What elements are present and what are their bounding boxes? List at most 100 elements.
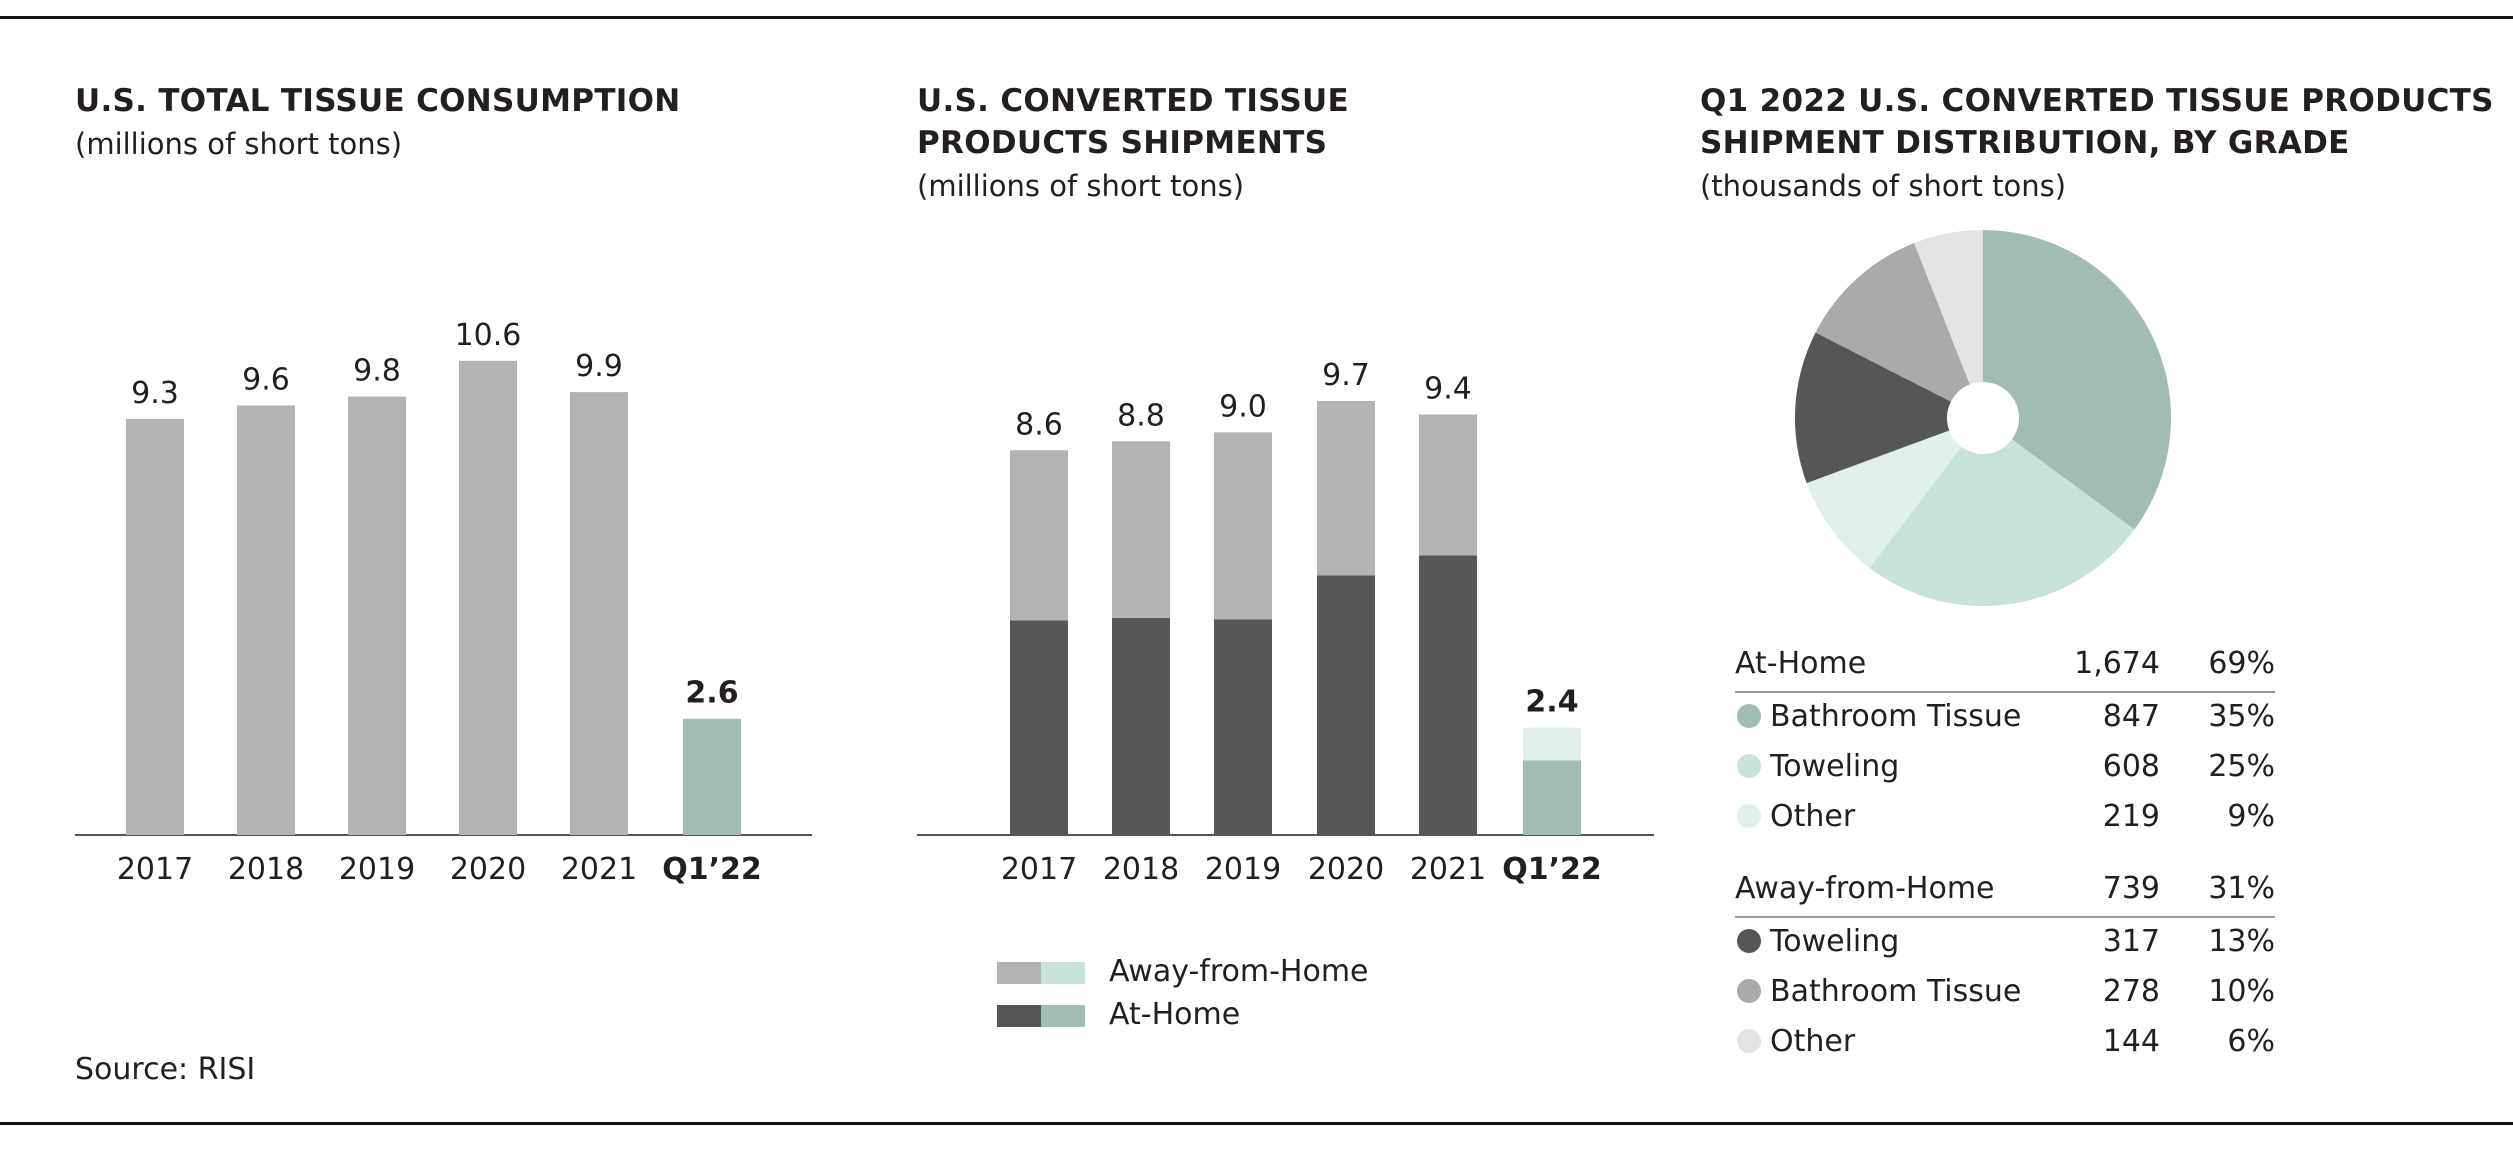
row-percent: 10% <box>2208 973 2275 1009</box>
source-note: Source: RISI <box>75 1052 256 1087</box>
chart2-bar-away-from-home <box>1317 401 1375 576</box>
legend-swatch-athome-teal <box>1041 1005 1085 1027</box>
chart2-bar-at-home <box>1317 575 1375 835</box>
chart2-bar-at-home <box>1010 620 1068 835</box>
group-percent: 31% <box>2208 870 2275 906</box>
row-label: Other <box>1770 1023 1856 1059</box>
legend-swatch-away-teal <box>1041 962 1085 984</box>
row-percent: 13% <box>2208 923 2275 959</box>
table-row: Bathroom Tissue 847 35% <box>1735 696 2275 736</box>
legend-dot <box>1737 1029 1761 1053</box>
chart1-x-tick-label: Q1’22 <box>662 852 762 887</box>
chart1-bar <box>570 392 628 835</box>
table-divider <box>1735 691 2275 693</box>
chart3-title: Q1 2022 U.S. CONVERTED TISSUE PRODUCTS S… <box>1700 80 2494 164</box>
legend-label-at-home: At-Home <box>1109 997 1240 1032</box>
legend-dot <box>1737 804 1761 828</box>
pie-slice <box>1914 230 1983 385</box>
chart1-x-tick-label: 2020 <box>450 852 526 887</box>
chart2-total-label: 8.6 <box>1015 407 1063 442</box>
group-label: Away-from-Home <box>1735 870 1995 906</box>
chart2-title: U.S. CONVERTED TISSUE PRODUCTS SHIPMENTS <box>917 80 1349 164</box>
pie-slice <box>1869 439 2135 606</box>
row-percent: 35% <box>2208 698 2275 734</box>
row-value: 219 <box>2102 798 2160 834</box>
chart2-x-tick-label: 2019 <box>1205 852 1281 887</box>
chart2-bar-at-home <box>1112 618 1170 835</box>
table-row: Toweling 317 13% <box>1735 921 2275 961</box>
row-value: 608 <box>2102 748 2160 784</box>
group-label: At-Home <box>1735 645 1867 681</box>
table-row: Toweling 608 25% <box>1735 746 2275 786</box>
row-label: Bathroom Tissue <box>1770 698 2022 734</box>
chart3-subtitle: (thousands of short tons) <box>1700 169 2067 203</box>
legend-dot <box>1737 754 1761 778</box>
row-label: Bathroom Tissue <box>1770 973 2022 1009</box>
chart2-bar-away-from-home <box>1010 450 1068 621</box>
chart1-x-tick-label: 2017 <box>117 852 193 887</box>
chart1-bar <box>683 718 741 835</box>
chart1-data-label: 2.6 <box>685 676 738 711</box>
bottom-rule <box>0 1122 2513 1125</box>
pie-slice <box>1983 230 2171 530</box>
chart1-bar <box>126 418 184 835</box>
chart2-x-tick-label: 2017 <box>1001 852 1077 887</box>
chart2-title-line-2: PRODUCTS SHIPMENTS <box>917 125 1328 161</box>
chart3-title-line-1: Q1 2022 U.S. CONVERTED TISSUE PRODUCTS <box>1700 83 2494 119</box>
chart2-total-label: 2.4 <box>1525 685 1578 720</box>
legend-dot <box>1737 929 1761 953</box>
table-group-row: Away-from-Home 739 31% <box>1735 868 2275 908</box>
top-rule <box>0 16 2513 19</box>
chart1-bar <box>237 405 295 835</box>
table-divider <box>1735 916 2275 918</box>
chart2-bar-at-home <box>1419 555 1477 835</box>
chart2-title-line-1: U.S. CONVERTED TISSUE <box>917 83 1349 119</box>
chart1-x-tick-label: 2021 <box>561 852 637 887</box>
legend-dot <box>1737 704 1761 728</box>
chart1-x-tick-label: 2018 <box>228 852 304 887</box>
chart1-data-label: 9.6 <box>242 363 290 398</box>
pie-slice <box>1815 243 1970 402</box>
row-value: 317 <box>2102 923 2160 959</box>
group-value: 739 <box>2102 870 2160 906</box>
pie-slice <box>1806 430 1962 568</box>
legend-swatch-athome-dark <box>997 1005 1041 1027</box>
chart2-x-tick-label: 2021 <box>1410 852 1486 887</box>
chart1-bar <box>348 396 406 835</box>
chart2-total-label: 9.4 <box>1424 371 1472 406</box>
row-value: 144 <box>2102 1023 2160 1059</box>
chart2-bar-away-from-home <box>1112 441 1170 619</box>
legend-dot <box>1737 979 1761 1003</box>
table-row: Bathroom Tissue 278 10% <box>1735 971 2275 1011</box>
chart1-subtitle: (millions of short tons) <box>75 127 403 161</box>
chart1-data-label: 9.8 <box>353 354 401 389</box>
row-label: Toweling <box>1770 923 1900 959</box>
table-row: Other 144 6% <box>1735 1021 2275 1061</box>
legend-swatch-away-gray <box>997 962 1041 984</box>
chart1-bar <box>459 360 517 835</box>
table-row: Other 219 9% <box>1735 796 2275 836</box>
row-label: Toweling <box>1770 748 1900 784</box>
table-group-row: At-Home 1,674 69% <box>1735 643 2275 683</box>
legend-label-away-from-home: Away-from-Home <box>1109 954 1369 989</box>
chart2-total-label: 8.8 <box>1117 398 1165 433</box>
row-value: 847 <box>2102 698 2160 734</box>
chart1-title: U.S. TOTAL TISSUE CONSUMPTION <box>75 80 681 122</box>
row-percent: 6% <box>2227 1023 2275 1059</box>
chart1-x-tick-label: 2019 <box>339 852 415 887</box>
chart3-title-line-2: SHIPMENT DISTRIBUTION, BY GRADE <box>1700 125 2350 161</box>
chart2-bar-away-from-home <box>1214 432 1272 620</box>
chart2-bar-away-from-home <box>1523 727 1581 761</box>
chart2-bar-away-from-home <box>1419 414 1477 556</box>
chart2-x-tick-label: 2020 <box>1308 852 1384 887</box>
chart2-total-label: 9.0 <box>1219 389 1267 424</box>
chart1-data-label: 9.3 <box>131 376 179 411</box>
row-percent: 9% <box>2227 798 2275 834</box>
chart2-x-tick-label: Q1’22 <box>1502 852 1602 887</box>
chart2-total-label: 9.7 <box>1322 358 1370 393</box>
chart2-subtitle: (millions of short tons) <box>917 169 1245 203</box>
chart1-data-label: 9.9 <box>575 349 623 384</box>
row-percent: 25% <box>2208 748 2275 784</box>
row-value: 278 <box>2102 973 2160 1009</box>
chart1-data-label: 10.6 <box>455 318 522 353</box>
